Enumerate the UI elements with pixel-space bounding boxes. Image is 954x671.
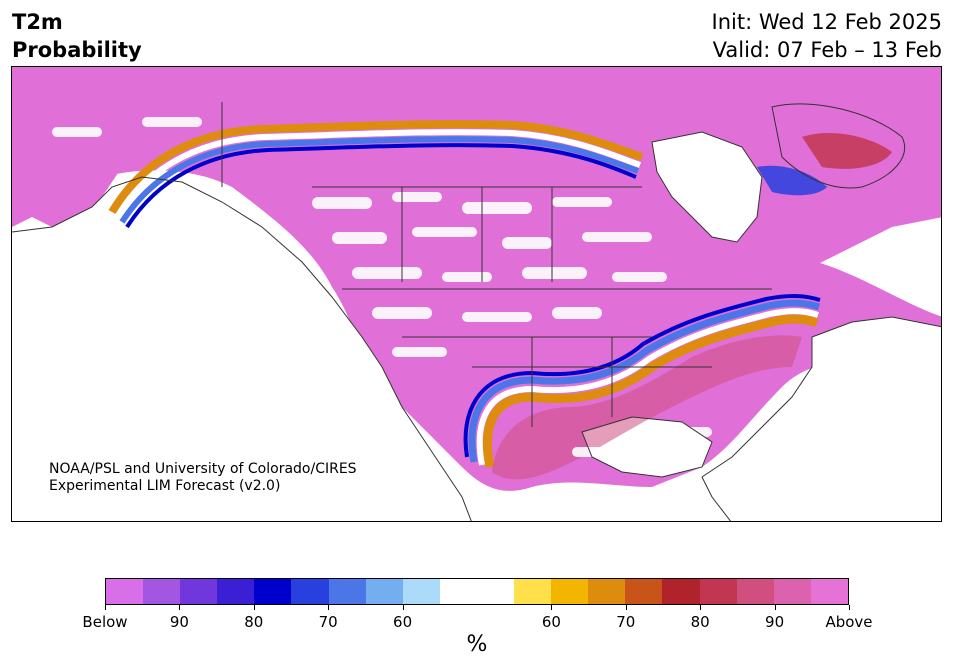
- pacific-ocean: [12, 177, 472, 521]
- colorbar-tick-mark: [179, 605, 181, 610]
- low-signal-streaks: [52, 117, 712, 457]
- colorbar-tick-label: Above: [825, 613, 873, 631]
- colorbar-segment: [551, 579, 589, 604]
- colorbar-segment: [810, 579, 848, 604]
- probability-map: [12, 67, 941, 521]
- colorbar-segment: [439, 579, 477, 604]
- colorbar: [105, 578, 849, 605]
- colorbar-tick-label: 70: [318, 613, 338, 631]
- colorbar-tick-mark: [402, 605, 404, 610]
- colorbar-tick-mark: [328, 605, 330, 610]
- colorbar-segment: [514, 579, 552, 604]
- colorbar-ticks: Below 90 80 70 60 60 70 80 90 Above: [82, 605, 873, 631]
- north-band-blue: [119, 136, 639, 224]
- colorbar-tick-label: Below: [82, 613, 128, 631]
- colorbar-tick-label: 80: [690, 613, 710, 631]
- map-panel: [11, 66, 942, 522]
- colorbar-tick-label: 60: [393, 613, 413, 631]
- colorbar-tick-label: 90: [169, 613, 189, 631]
- north-band-warm: [108, 120, 644, 215]
- map-dates: Init: Wed 12 Feb 2025 Valid: 07 Feb – 13…: [712, 8, 942, 64]
- colorbar-tick-mark: [774, 605, 776, 610]
- colorbar-segment: [180, 579, 218, 604]
- south-band-white: [476, 308, 820, 466]
- colorbar-tick-label: 60: [541, 613, 561, 631]
- colorbar-tick-label: 90: [765, 613, 785, 631]
- colorbar-segment: [625, 579, 663, 604]
- south-band-blue: [468, 299, 821, 463]
- credit-line-2: Experimental LIM Forecast (v2.0): [49, 478, 281, 494]
- warm-south-region: [492, 335, 802, 480]
- forecast-credit: NOAA/PSL and University of Colorado/CIRE…: [49, 461, 357, 495]
- north-band-white: [114, 129, 642, 219]
- init-date: Init: Wed 12 Feb 2025: [711, 10, 942, 34]
- credit-line-1: NOAA/PSL and University of Colorado/CIRE…: [49, 461, 357, 477]
- greenland-warm: [802, 132, 892, 169]
- colorbar-segment: [588, 579, 626, 604]
- colorbar-segment: [291, 579, 329, 604]
- atlantic-ocean: [702, 317, 941, 521]
- hudson-bay: [652, 132, 762, 242]
- colorbar-segment: [254, 579, 292, 604]
- colorbar-unit: %: [466, 632, 488, 657]
- valid-date: Valid: 07 Feb – 13 Feb: [712, 38, 942, 62]
- colorbar-tick-mark: [625, 605, 627, 610]
- colorbar-segment: [476, 579, 515, 604]
- colorbar-segment: [699, 579, 737, 604]
- south-band-warm: [482, 314, 819, 468]
- colorbar-segment: [106, 579, 144, 604]
- colorbar-segment: [328, 579, 366, 604]
- colorbar-tick-mark: [700, 605, 702, 610]
- colorbar-segment: [736, 579, 774, 604]
- labrador-below: [757, 165, 827, 196]
- colorbar-tick-mark: [849, 605, 850, 610]
- title-type: Probability: [12, 38, 142, 62]
- colorbar-segment: [402, 579, 440, 604]
- map-title: T2m Probability: [12, 8, 142, 64]
- colorbar-segment: [773, 579, 811, 604]
- colorbar-tick-mark: [253, 605, 255, 610]
- colorbar-segment: [217, 579, 255, 604]
- colorbar-segment: [143, 579, 181, 604]
- south-band-core: [463, 294, 821, 458]
- alaska: [12, 92, 172, 227]
- north-band-core: [125, 143, 637, 229]
- colorbar-tick-mark: [105, 605, 106, 610]
- borders: [12, 102, 941, 521]
- colorbar-tick-label: 70: [616, 613, 636, 631]
- colorbar-segment: [662, 579, 700, 604]
- title-variable: T2m: [12, 10, 63, 34]
- colorbar-tick-label: 80: [244, 613, 264, 631]
- colorbar-segment: [365, 579, 403, 604]
- colorbar-tick-mark: [551, 605, 553, 610]
